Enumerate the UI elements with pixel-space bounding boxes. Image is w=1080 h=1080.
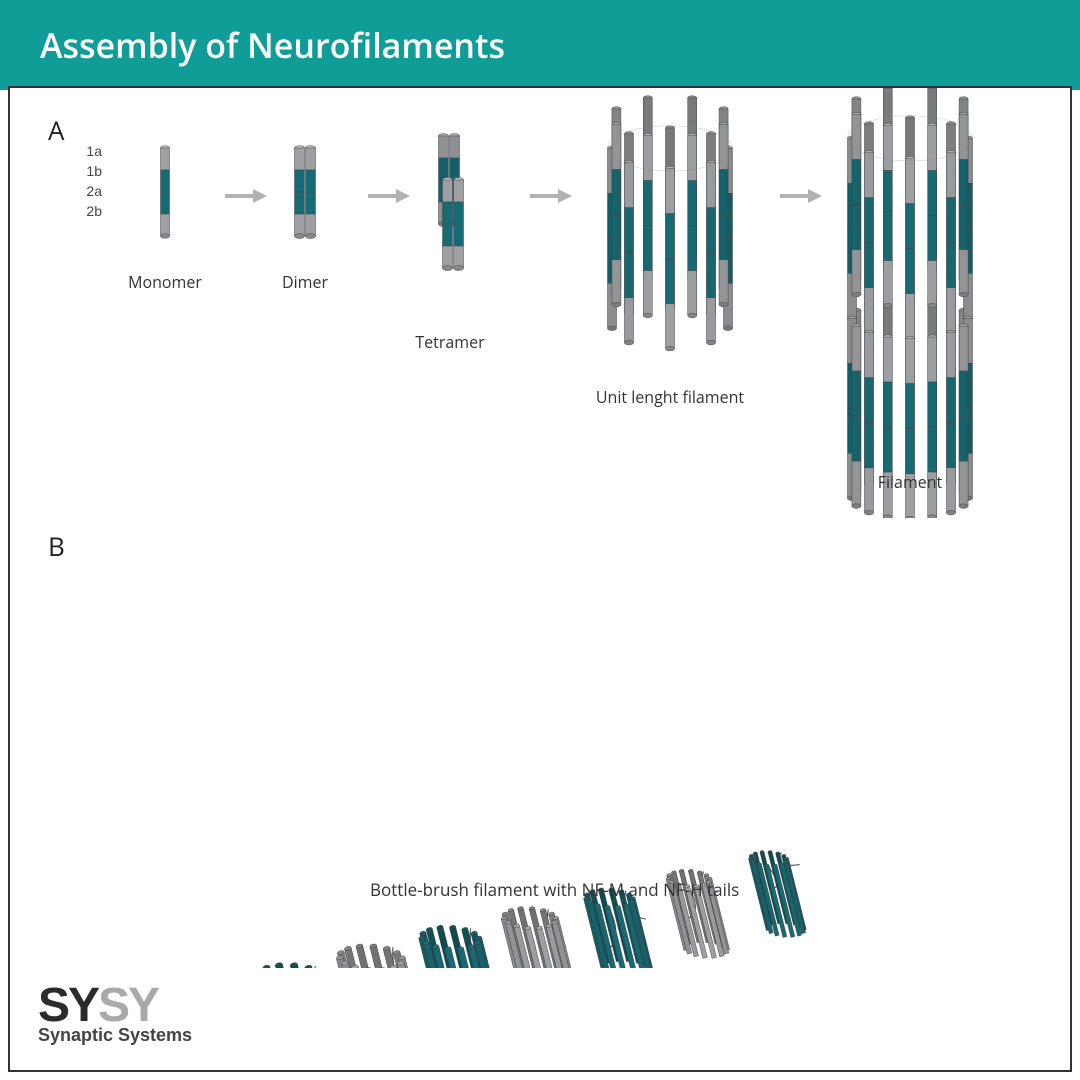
svg-text:Unit lenght filament: Unit lenght filament [596,386,745,408]
logo-part-b: SY [98,979,158,1032]
svg-text:Monomer: Monomer [128,271,202,293]
svg-text:2b: 2b [86,203,102,219]
brand-logo: SYSY Synaptic Systems [38,984,192,1046]
svg-text:Filament: Filament [878,471,943,493]
logo-part-a: SY [38,979,98,1032]
main-panel: A 1a1b2a2bMonomerDimerTetramerUnit lengh… [8,86,1072,1072]
svg-text:1b: 1b [86,163,102,179]
svg-text:2a: 2a [86,183,102,199]
section-a-svg: 1a 1b 2a 2b Monomer Dimer Tetramer Unit lenght … [10,88,1070,518]
svg-text:Tetramer: Tetramer [415,331,485,353]
logo-subtitle: Synaptic Systems [38,1025,192,1046]
section-b-caption: Bottle-brush filament with NF-M and NF-H… [370,878,739,901]
header-title: Assembly of Neurofilaments [40,22,505,68]
svg-text:1a: 1a [86,143,102,159]
header-bar: Assembly of Neurofilaments [0,0,1080,90]
svg-text:Dimer: Dimer [282,271,328,293]
